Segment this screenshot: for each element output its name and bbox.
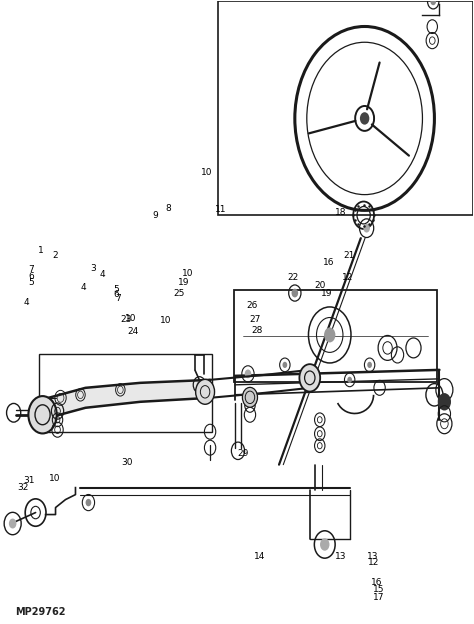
Text: 20: 20 xyxy=(314,281,325,290)
Text: 19: 19 xyxy=(321,289,333,298)
Text: 7: 7 xyxy=(115,295,121,303)
Text: 23: 23 xyxy=(120,315,132,324)
Circle shape xyxy=(28,396,57,434)
Circle shape xyxy=(292,289,298,298)
Text: 10: 10 xyxy=(49,474,61,483)
Circle shape xyxy=(320,539,329,551)
Text: 8: 8 xyxy=(165,203,171,213)
Text: 16: 16 xyxy=(323,258,335,266)
Circle shape xyxy=(324,328,336,343)
Circle shape xyxy=(197,381,202,389)
Text: 5: 5 xyxy=(28,278,34,286)
Text: 24: 24 xyxy=(128,328,139,336)
Text: 31: 31 xyxy=(23,475,35,485)
Text: 25: 25 xyxy=(173,289,185,298)
Text: 10: 10 xyxy=(182,269,193,278)
Text: 26: 26 xyxy=(246,301,258,310)
Text: 10: 10 xyxy=(201,168,212,177)
Circle shape xyxy=(430,0,436,5)
Circle shape xyxy=(347,377,352,383)
Circle shape xyxy=(438,393,451,411)
Text: 7: 7 xyxy=(28,265,34,274)
Text: 4: 4 xyxy=(24,298,29,307)
Polygon shape xyxy=(48,380,210,417)
Text: 21: 21 xyxy=(344,251,355,260)
Text: 29: 29 xyxy=(237,449,248,459)
Circle shape xyxy=(9,519,17,529)
Circle shape xyxy=(360,112,369,125)
Text: 12: 12 xyxy=(342,273,354,282)
Circle shape xyxy=(283,362,287,368)
Text: 32: 32 xyxy=(18,483,29,492)
Bar xyxy=(38,354,212,432)
Text: 6: 6 xyxy=(114,290,119,299)
Text: 9: 9 xyxy=(153,211,159,220)
Text: 12: 12 xyxy=(368,558,380,567)
Text: 22: 22 xyxy=(287,273,299,282)
Text: 18: 18 xyxy=(335,208,346,217)
Text: 1: 1 xyxy=(38,246,44,255)
Bar xyxy=(218,1,474,215)
Text: 4: 4 xyxy=(100,270,105,279)
Text: 14: 14 xyxy=(254,552,265,560)
Circle shape xyxy=(86,499,91,506)
Circle shape xyxy=(196,379,215,404)
Text: 2: 2 xyxy=(52,251,58,260)
Text: 10: 10 xyxy=(160,316,172,324)
Text: 30: 30 xyxy=(122,458,133,467)
Text: 27: 27 xyxy=(249,315,261,324)
Text: 17: 17 xyxy=(373,593,384,602)
Text: 16: 16 xyxy=(371,578,382,587)
Circle shape xyxy=(363,224,370,233)
Text: MP29762: MP29762 xyxy=(15,607,65,617)
Text: 10: 10 xyxy=(125,314,137,323)
Text: 15: 15 xyxy=(373,585,384,593)
Text: 28: 28 xyxy=(251,326,263,335)
Text: 4: 4 xyxy=(81,283,86,291)
Circle shape xyxy=(300,364,320,391)
Text: 5: 5 xyxy=(114,285,119,294)
Circle shape xyxy=(242,388,257,407)
Text: 3: 3 xyxy=(90,264,96,273)
Circle shape xyxy=(367,362,372,368)
Circle shape xyxy=(245,369,251,378)
Text: 11: 11 xyxy=(215,205,226,214)
Bar xyxy=(234,290,438,382)
Text: 6: 6 xyxy=(28,272,34,281)
Text: 19: 19 xyxy=(178,278,190,287)
Text: 13: 13 xyxy=(335,552,346,560)
Text: 13: 13 xyxy=(367,552,379,560)
